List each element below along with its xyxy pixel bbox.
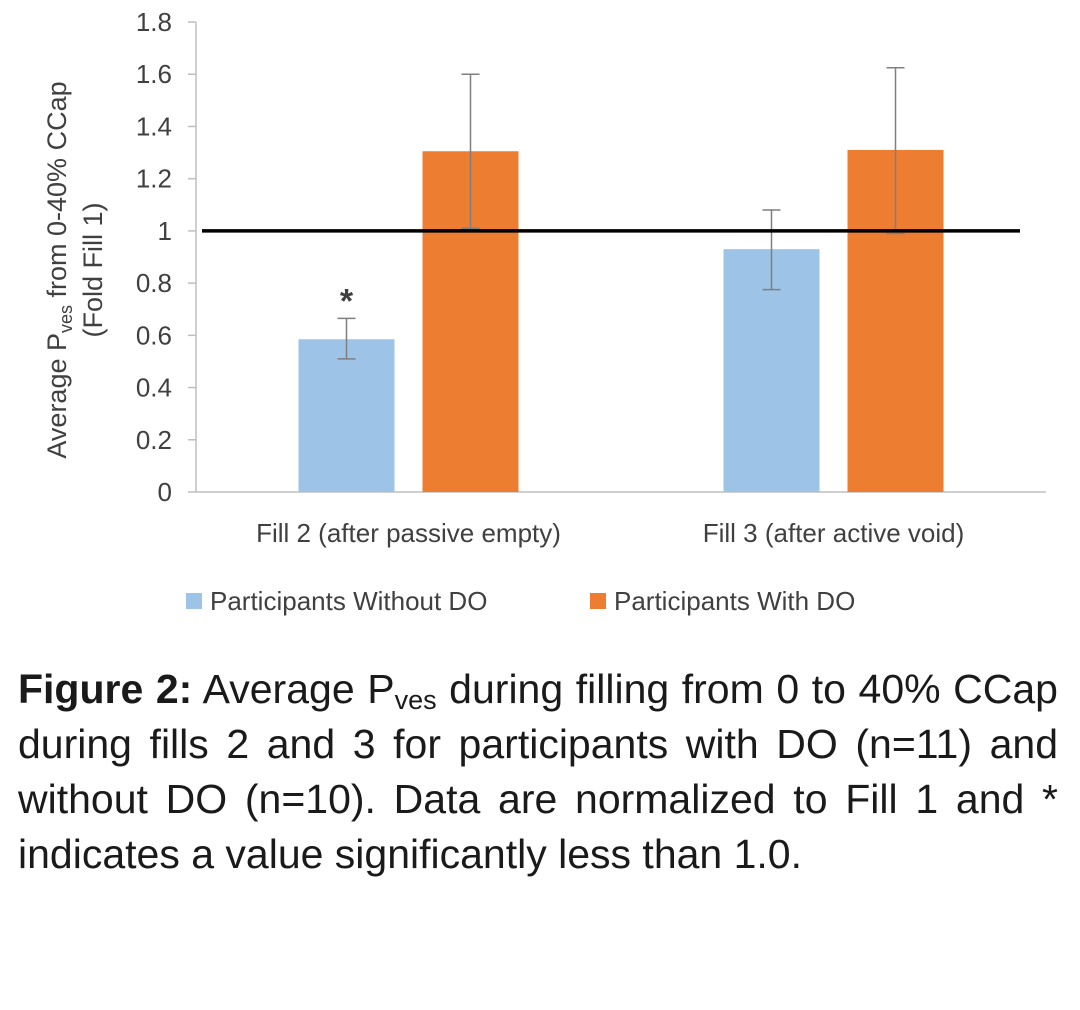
y-axis-label-subscript: ves — [56, 305, 76, 333]
x-tick-label: Fill 3 (after active void) — [703, 518, 965, 548]
legend-label: Participants Without DO — [210, 586, 487, 616]
y-tick-label: 0.2 — [136, 425, 172, 455]
y-tick-label: 1 — [158, 216, 172, 246]
legend: Participants Without DO Participants With… — [186, 586, 855, 616]
y-tick-label: 0.6 — [136, 320, 172, 350]
y-axis-label-line2: (Fold Fill 1) — [78, 202, 108, 337]
bar — [298, 339, 395, 492]
figure-caption: Figure 2: Average Pves during filling fr… — [18, 662, 1058, 882]
x-tick-label: Fill 2 (after passive empty) — [256, 518, 561, 548]
y-tick-label: 0.8 — [136, 268, 172, 298]
y-tick-label: 0.4 — [136, 373, 172, 403]
figure-label: Figure 2: — [18, 666, 193, 712]
y-tick-label: 1.4 — [136, 111, 172, 141]
caption-subscript: ves — [394, 685, 437, 715]
bars: * — [202, 66, 1020, 492]
y-axis-label-line1: Average Pves from 0-40% CCap — [42, 81, 76, 458]
legend-swatch — [590, 593, 606, 609]
y-axis-label: Average Pves from 0-40% CCap (Fold Fill … — [42, 81, 108, 458]
caption-text-2: during filling from 0 to 40% CCap during… — [18, 666, 1058, 877]
significance-marker: * — [340, 282, 354, 320]
caption-text-1: Average P — [192, 666, 395, 712]
bar-chart: Average Pves from 0-40% CCap (Fold Fill … — [42, 7, 1046, 616]
y-tick-label: 0 — [158, 477, 172, 507]
legend-swatch — [186, 593, 202, 609]
axes: 0 0.2 0.4 0.6 0.8 1 1.2 1.4 1.6 1.8 Fill 2 (after … — [136, 7, 1046, 548]
y-tick-label: 1.6 — [136, 59, 172, 89]
legend-label: Participants With DO — [614, 586, 855, 616]
y-tick-label: 1.2 — [136, 164, 172, 194]
y-tick-label: 1.8 — [136, 7, 172, 37]
